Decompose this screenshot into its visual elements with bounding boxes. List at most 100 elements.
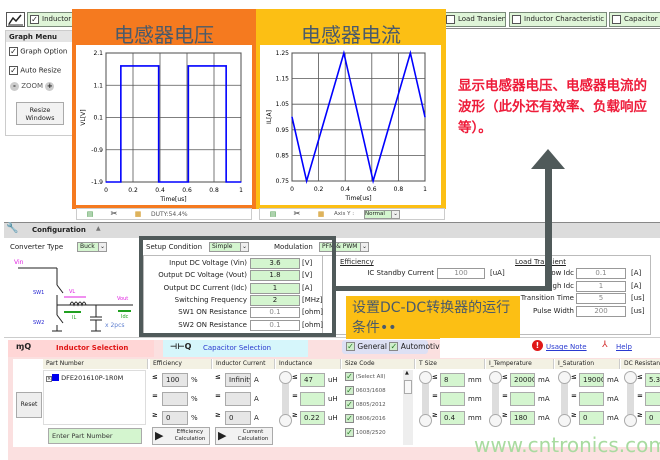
load-transient-input[interactable]: 200 — [576, 305, 626, 317]
export-icon[interactable]: ▤ — [86, 210, 94, 218]
scrollbar[interactable]: ▲ — [403, 370, 413, 445]
data-icon[interactable]: ▦ — [317, 210, 325, 218]
param-input[interactable]: 3.6 — [250, 258, 300, 269]
range-input[interactable] — [579, 392, 604, 406]
range-input[interactable]: 20000 — [510, 373, 535, 387]
tab-inductor-selection[interactable]: ɱQ Inductor Selection — [8, 340, 154, 357]
scroll-up-icon[interactable]: ▲ — [405, 370, 409, 376]
range-input[interactable] — [510, 392, 535, 406]
slider-max-handle[interactable] — [279, 371, 292, 384]
range-input[interactable]: 0 — [579, 411, 604, 425]
help-link[interactable]: Help — [616, 343, 632, 351]
modulation-select[interactable]: PFM & PWM ⌄ — [319, 242, 369, 252]
param-input[interactable]: 1 — [250, 282, 300, 294]
y-tick-label: -0.9 — [91, 147, 103, 154]
param-input[interactable]: 0.1 — [250, 319, 300, 331]
size-code-item[interactable]: ✓ (Select All) — [345, 372, 386, 381]
setup-condition-select[interactable]: Simple ⌄ — [209, 242, 249, 252]
graph-option-checkbox[interactable]: ✓ Graph Option — [9, 47, 68, 56]
range-slider[interactable] — [422, 376, 429, 424]
range-input[interactable] — [645, 392, 660, 406]
tab-inductor-characteristic[interactable]: Inductor Characteristic — [509, 12, 607, 27]
checkbox-icon: ✓ — [345, 400, 354, 409]
range-slider[interactable] — [627, 376, 634, 424]
tools-icon[interactable]: ✂ — [293, 209, 301, 218]
efficiency-calculation-button[interactable]: ▶ Efficiency Calculation — [152, 427, 210, 445]
range-unit: A — [254, 414, 259, 422]
range-input[interactable]: Infinity — [225, 373, 251, 387]
tab-load-transient[interactable]: Load Transient — [443, 12, 506, 27]
remove-icon[interactable]: × — [46, 376, 52, 382]
resize-windows-button[interactable]: Resize Windows — [16, 102, 64, 125]
size-code-item[interactable]: ✓ 0603/1608 — [345, 386, 386, 395]
data-icon[interactable]: ▦ — [134, 210, 142, 218]
slider-max-handle[interactable] — [489, 371, 502, 384]
load-transient-input[interactable]: 0.1 — [576, 268, 626, 279]
slider-min-handle[interactable] — [558, 414, 571, 427]
range-slider[interactable] — [282, 376, 289, 424]
efficiency-header: Efficiency — [150, 359, 212, 369]
size-code-list[interactable]: ✓ (Select All) ✓ 0603/1608 ✓ 0805/2012 ✓ 08… — [343, 370, 413, 445]
range-unit: % — [191, 414, 198, 422]
range-input[interactable]: 8 — [440, 373, 465, 387]
range-input[interactable] — [300, 392, 325, 406]
checkbox-icon: ✓ — [9, 47, 18, 56]
slider-max-handle[interactable] — [558, 371, 571, 384]
size-code-item[interactable]: ✓ 0805/2012 — [345, 400, 386, 409]
load-transient-input[interactable]: 5 — [576, 293, 626, 304]
range-input[interactable]: 5.3 — [645, 373, 660, 387]
slider-min-handle[interactable] — [279, 414, 292, 427]
tab-capacitor-selection[interactable]: ⊣⊢Q Capacitor Selection — [163, 340, 308, 357]
configuration-header[interactable]: 🔧 Configuration ▲ — [4, 222, 660, 238]
range-input[interactable]: 180 — [510, 411, 535, 425]
y-tick-label: 2.1 — [93, 50, 103, 57]
graph-toolbar-icon[interactable] — [6, 12, 25, 27]
current-calculation-button[interactable]: ▶ Current Calculation — [215, 427, 273, 445]
range-input[interactable]: 100 — [162, 373, 188, 387]
range-input[interactable] — [225, 392, 251, 406]
range-slider[interactable] — [492, 376, 499, 424]
slider-max-handle[interactable] — [624, 371, 637, 384]
range-input[interactable]: 0.4 — [440, 411, 465, 425]
part-number-input[interactable]: Enter Part Number — [48, 428, 142, 444]
y-tick-label: 0.95 — [276, 127, 290, 134]
reset-button[interactable]: Reset — [16, 392, 42, 418]
range-input[interactable] — [162, 392, 188, 406]
range-input[interactable]: 0 — [162, 411, 188, 425]
range-input[interactable] — [440, 392, 465, 406]
range-slider[interactable] — [561, 376, 568, 424]
zoom-out-button[interactable]: - — [10, 82, 19, 91]
part-number-list[interactable]: × DFE201610P-1R0M — [43, 370, 146, 425]
axis-y-label: Axis Y : — [334, 211, 355, 217]
export-icon[interactable]: ▤ — [269, 210, 277, 218]
general-checkbox[interactable]: ✓ General ✓ Automotive — [342, 340, 444, 354]
tab-capacitor[interactable]: Capacitor — [609, 12, 660, 27]
range-input[interactable]: 19000 — [579, 373, 604, 387]
load-transient-input[interactable]: 1 — [576, 280, 626, 292]
range-input[interactable]: 47 — [300, 373, 325, 387]
waveform-annotation: 显示电感器电压、电感器电流的波形（此外还有效率、负载响应等）。 — [458, 78, 647, 136]
range-input[interactable]: 0 — [225, 411, 251, 425]
automotive-checkbox[interactable]: Automotive — [400, 342, 445, 351]
range-input[interactable]: 0 — [645, 411, 660, 425]
size-code-item[interactable]: ✓ 0806/2016 — [345, 414, 386, 423]
range-input[interactable]: 0.22 — [300, 411, 325, 425]
usage-note-link[interactable]: Usage Note — [546, 343, 587, 351]
tab-inductor[interactable]: ✓ Inductor — [27, 12, 73, 27]
tools-icon[interactable]: ✂ — [110, 209, 118, 218]
ic-standby-input[interactable]: 100 — [437, 268, 485, 279]
converter-type-select[interactable]: Buck ⌄ — [77, 242, 107, 252]
slider-min-handle[interactable] — [624, 414, 637, 427]
param-input[interactable]: 2 — [250, 294, 300, 306]
zoom-in-button[interactable]: + — [45, 82, 55, 91]
data-point — [158, 65, 160, 67]
param-input[interactable]: 1.8 — [250, 270, 300, 282]
axis-y-select[interactable]: Normal ⌄ — [364, 210, 400, 219]
size-code-item[interactable]: ✓ 1008/2520 — [345, 428, 386, 437]
slider-max-handle[interactable] — [419, 371, 432, 384]
param-input[interactable]: 0.1 — [250, 307, 300, 319]
auto-resize-checkbox[interactable]: ✓ Auto Resize — [9, 66, 62, 75]
slider-min-handle[interactable] — [489, 414, 502, 427]
slider-min-handle[interactable] — [419, 414, 432, 427]
list-item[interactable]: × DFE201610P-1R0M — [46, 374, 124, 382]
